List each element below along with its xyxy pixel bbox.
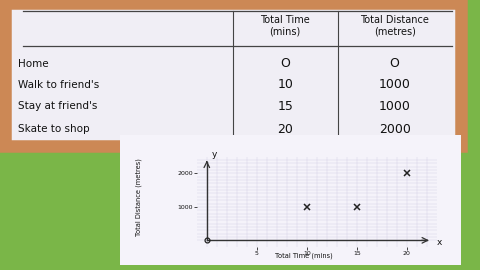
FancyBboxPatch shape: [5, 3, 461, 146]
Text: y: y: [212, 150, 217, 159]
Text: 1000: 1000: [379, 79, 410, 92]
Text: O: O: [390, 57, 400, 70]
Text: x: x: [437, 238, 442, 247]
Text: Stay at friend's: Stay at friend's: [18, 102, 98, 112]
Text: Total Time
(mins): Total Time (mins): [260, 15, 310, 36]
Text: O: O: [280, 57, 290, 70]
Text: 2000: 2000: [379, 123, 410, 136]
Text: Total Distance (metres): Total Distance (metres): [135, 158, 142, 236]
FancyBboxPatch shape: [110, 132, 471, 268]
Text: 15: 15: [277, 100, 293, 113]
Text: Home: Home: [18, 59, 49, 69]
Text: Total Distance
(metres): Total Distance (metres): [360, 15, 429, 36]
Text: Walk to friend's: Walk to friend's: [18, 80, 100, 90]
Text: 10: 10: [277, 79, 293, 92]
Text: Skate to shop: Skate to shop: [18, 124, 90, 134]
Text: 1000: 1000: [379, 100, 410, 113]
Text: 20: 20: [277, 123, 293, 136]
Text: Total Time (mins): Total Time (mins): [275, 253, 333, 259]
